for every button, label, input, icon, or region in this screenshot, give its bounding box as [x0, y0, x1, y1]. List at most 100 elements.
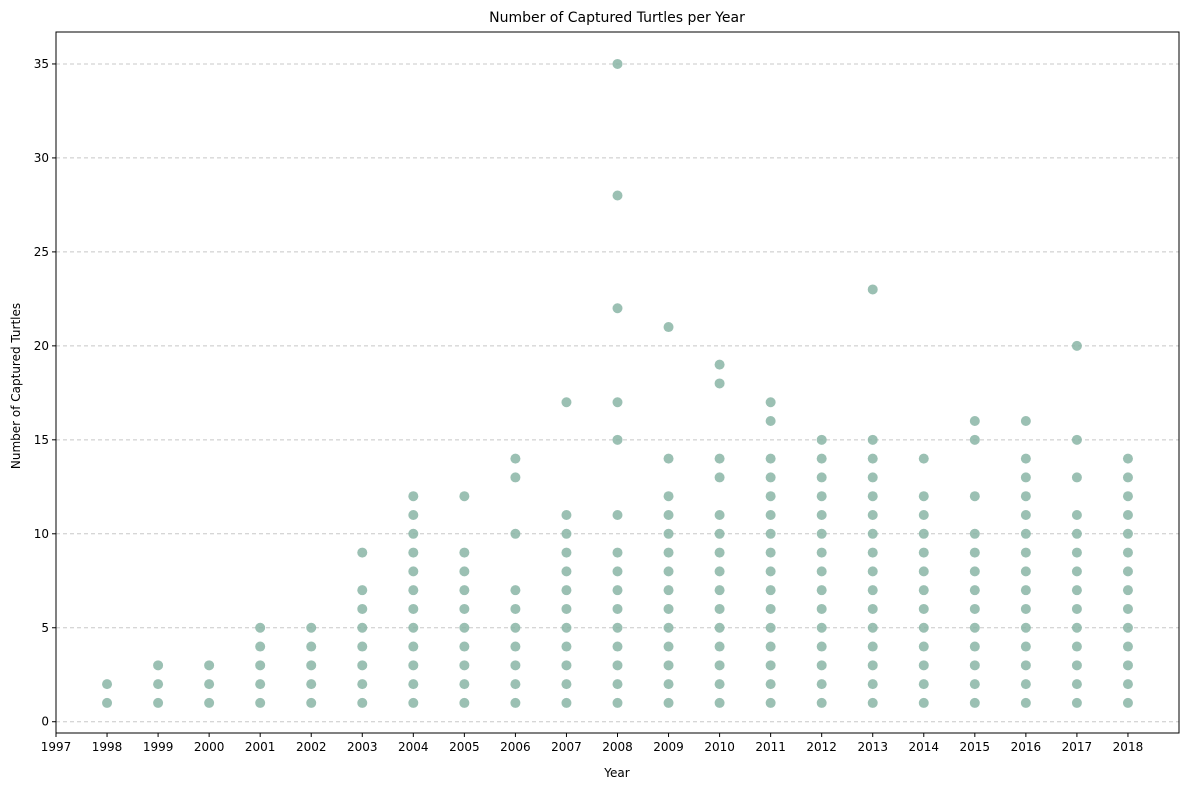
data-point-198: [1020, 491, 1031, 502]
data-point-85: [663, 697, 674, 708]
data-point-34: [408, 547, 419, 558]
data-point-71: [612, 679, 623, 690]
data-point-66: [561, 547, 572, 558]
data-point-129: [765, 397, 776, 408]
data-point-203: [1071, 679, 1082, 690]
data-point-223: [1122, 566, 1133, 577]
data-point-75: [612, 603, 623, 614]
y-tick-label-0: 0: [41, 715, 49, 729]
data-point-13: [306, 697, 317, 708]
data-point-172: [918, 491, 929, 502]
data-point-154: [867, 528, 878, 539]
data-point-194: [1020, 566, 1031, 577]
data-point-184: [969, 491, 980, 502]
data-point-153: [867, 547, 878, 558]
data-point-156: [867, 491, 878, 502]
y-tick-label-25: 25: [34, 245, 49, 259]
data-point-61: [561, 641, 572, 652]
data-point-118: [765, 622, 776, 633]
data-point-32: [408, 585, 419, 596]
data-point-151: [867, 585, 878, 596]
data-point-52: [510, 622, 521, 633]
x-tick-label-2016: 2016: [1011, 740, 1042, 754]
x-tick-label-2009: 2009: [653, 740, 684, 754]
data-point-102: [714, 641, 725, 652]
data-point-146: [867, 679, 878, 690]
data-point-42: [459, 622, 470, 633]
data-point-121: [765, 566, 776, 577]
data-point-14: [306, 679, 317, 690]
data-point-166: [918, 603, 929, 614]
data-point-219: [1122, 641, 1133, 652]
data-point-100: [714, 679, 725, 690]
data-point-19: [357, 679, 368, 690]
data-point-144: [816, 434, 827, 445]
data-point-95: [663, 509, 674, 520]
data-point-29: [408, 641, 419, 652]
data-point-9: [255, 679, 266, 690]
data-point-169: [918, 547, 929, 558]
data-point-200: [1020, 453, 1031, 464]
data-point-224: [1122, 547, 1133, 558]
data-point-135: [816, 603, 827, 614]
data-point-22: [357, 622, 368, 633]
data-point-126: [765, 472, 776, 483]
data-point-54: [510, 585, 521, 596]
data-point-79: [612, 509, 623, 520]
data-point-180: [969, 585, 980, 596]
data-point-12: [255, 622, 266, 633]
data-point-59: [561, 679, 572, 690]
y-tick-label-30: 30: [34, 151, 49, 165]
data-point-36: [408, 509, 419, 520]
y-tick-label-10: 10: [34, 527, 49, 541]
data-point-160: [867, 284, 878, 295]
data-point-44: [459, 585, 470, 596]
data-point-186: [969, 416, 980, 427]
data-point-122: [765, 547, 776, 558]
data-point-139: [816, 528, 827, 539]
data-point-97: [663, 453, 674, 464]
x-tick-label-2018: 2018: [1113, 740, 1144, 754]
data-point-96: [663, 491, 674, 502]
x-tick-label-2003: 2003: [347, 740, 378, 754]
data-point-77: [612, 566, 623, 577]
data-point-222: [1122, 585, 1133, 596]
data-point-47: [459, 491, 470, 502]
data-point-10: [255, 660, 266, 671]
data-point-195: [1020, 547, 1031, 558]
data-point-60: [561, 660, 572, 671]
data-point-92: [663, 566, 674, 577]
data-point-98: [663, 322, 674, 333]
data-point-220: [1122, 622, 1133, 633]
x-axis-title: Year: [603, 766, 629, 780]
data-point-125: [765, 491, 776, 502]
data-point-221: [1122, 603, 1133, 614]
data-point-116: [765, 660, 776, 671]
data-point-53: [510, 603, 521, 614]
data-point-147: [867, 660, 878, 671]
data-point-15: [306, 660, 317, 671]
data-point-111: [714, 453, 725, 464]
data-point-150: [867, 603, 878, 614]
data-point-208: [1071, 585, 1082, 596]
data-point-106: [714, 566, 725, 577]
data-point-181: [969, 566, 980, 577]
data-point-213: [1071, 472, 1082, 483]
data-point-30: [408, 622, 419, 633]
data-point-179: [969, 603, 980, 614]
data-point-149: [867, 622, 878, 633]
data-point-123: [765, 528, 776, 539]
data-point-196: [1020, 528, 1031, 539]
y-tick-label-20: 20: [34, 339, 49, 353]
x-tick-label-1998: 1998: [92, 740, 123, 754]
x-tick-label-2011: 2011: [755, 740, 786, 754]
data-point-162: [918, 679, 929, 690]
data-point-140: [816, 509, 827, 520]
data-point-80: [612, 434, 623, 445]
x-tick-label-2005: 2005: [449, 740, 480, 754]
data-point-133: [816, 641, 827, 652]
data-point-206: [1071, 622, 1082, 633]
data-point-37: [408, 491, 419, 502]
x-tick-label-2000: 2000: [194, 740, 225, 754]
